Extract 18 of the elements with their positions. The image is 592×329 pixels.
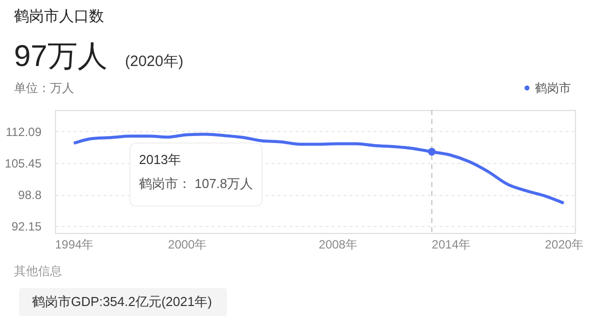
y-tick-label: 98.8 xyxy=(18,188,42,202)
text: 其他信息 xyxy=(14,264,62,278)
y-tick-label: 105.45 xyxy=(4,156,42,170)
annotation: 鹤岗市： 107.8万人 xyxy=(139,176,254,191)
text: 鹤岗市GDP:354.2亿元(2021年) xyxy=(32,294,212,309)
chart-title: 鹤岗市人口数 xyxy=(14,8,104,25)
x-tick-label: 2014年 xyxy=(432,238,471,252)
x-tick-label: 2000年 xyxy=(168,238,207,252)
y-axis-title: 单位：万人 xyxy=(14,81,74,95)
legend-label: 鹤岗市 xyxy=(535,81,571,95)
annotation: 2013年 xyxy=(139,152,181,167)
y-tick-label: 112.09 xyxy=(6,124,42,139)
y-tick-label: 92.15 xyxy=(11,220,42,234)
x-tick-label: 2008年 xyxy=(318,238,358,252)
x-tick-label: 1994年 xyxy=(54,238,94,252)
x-tick-label: 2020年 xyxy=(544,238,584,252)
chart-subtitle: 97万人 (2020年) xyxy=(14,40,184,73)
line-series xyxy=(72,132,566,205)
